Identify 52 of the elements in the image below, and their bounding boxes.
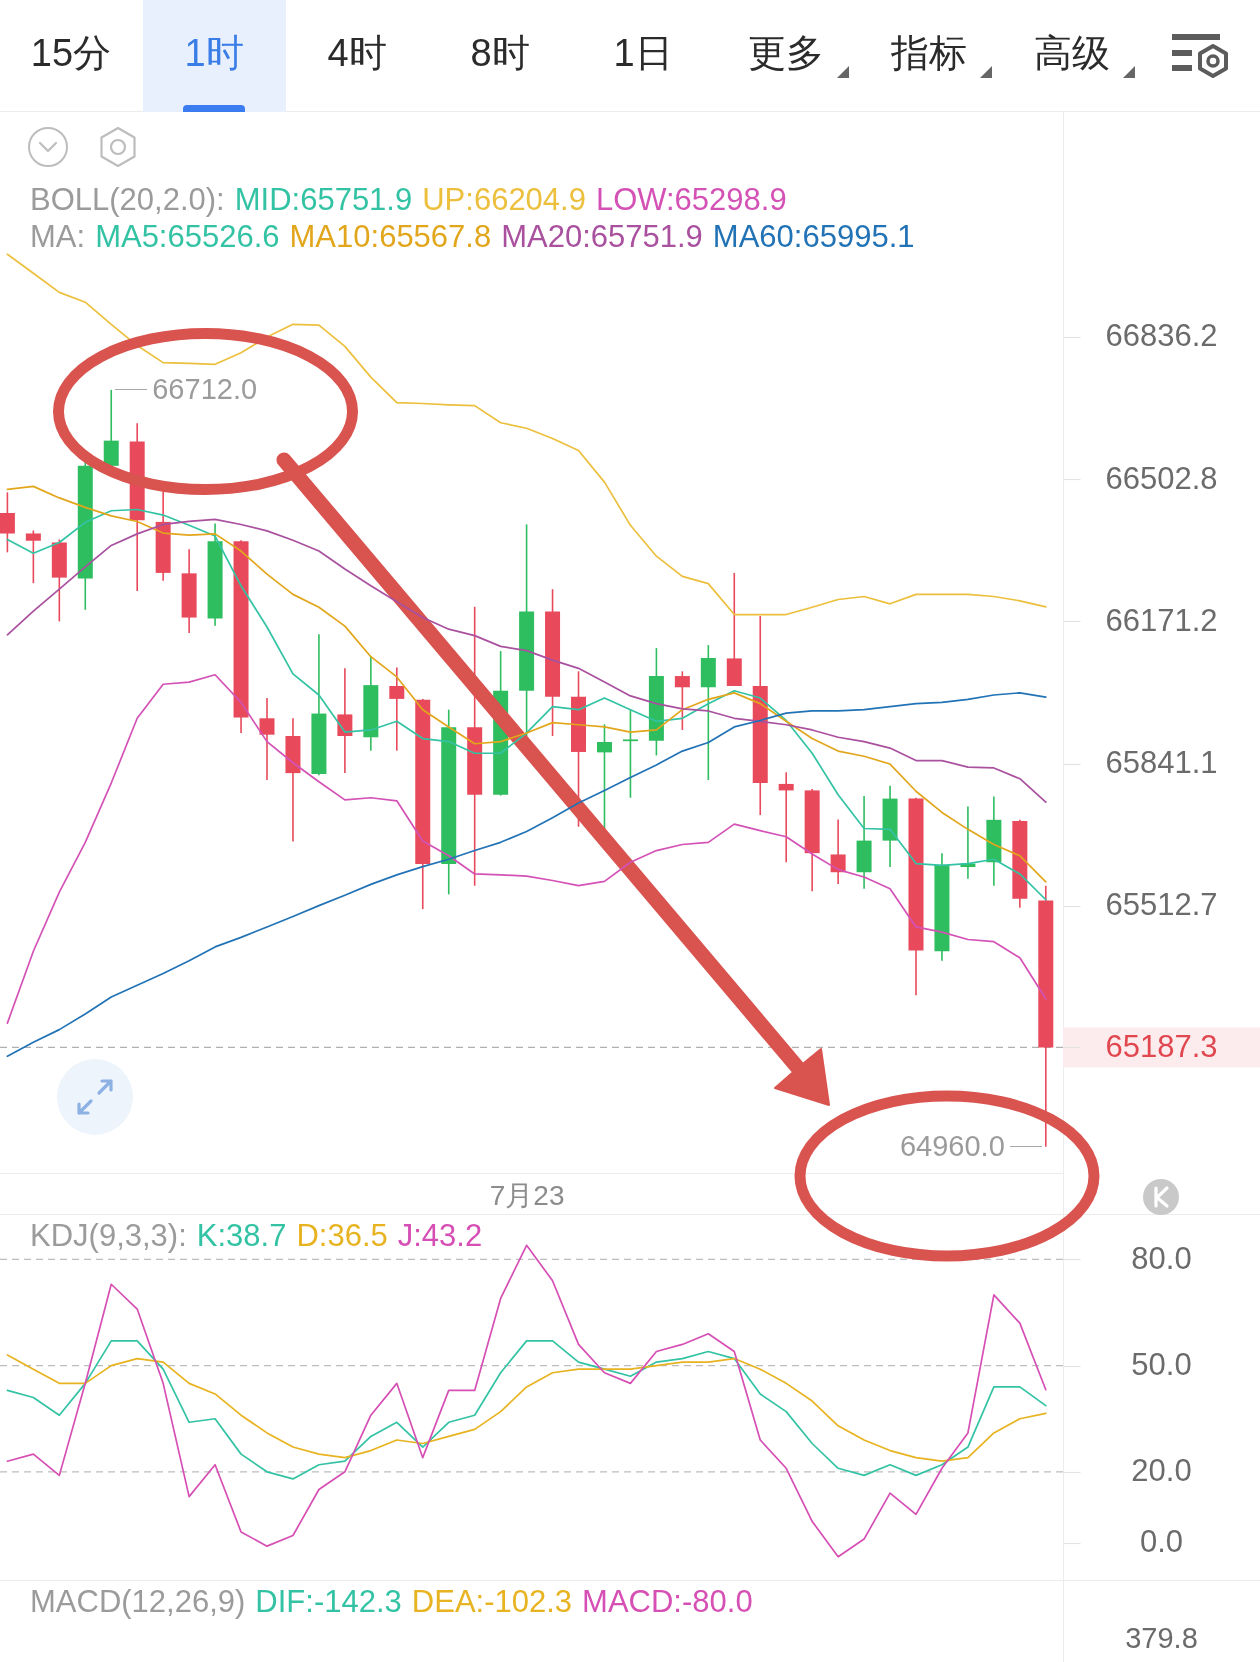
text: MA5:65526.6 (95, 219, 280, 254)
legend-title: KDJ(9,3,3): (30, 1218, 187, 1253)
text: 更多 (747, 31, 825, 75)
text: MA10:65567.8 (289, 219, 492, 254)
text: 1日 (612, 31, 674, 75)
candlestick (337, 667, 353, 774)
candlestick (778, 771, 794, 864)
text: 指标 (890, 31, 968, 75)
candlestick (0, 491, 15, 554)
legend-title: MACD(12,26,9) (30, 1584, 246, 1619)
candlestick (389, 666, 405, 752)
legend-label: MID:65751.9 (234, 182, 413, 217)
candlestick (674, 670, 690, 731)
y-tick-label: 0.0 (1139, 1524, 1184, 1560)
y-tick-label: 65512.7 (1105, 887, 1218, 923)
series-label: J:43.2 (397, 1218, 483, 1253)
text: BOLL(20,2.0): (30, 182, 225, 217)
y-tick-label: 65187.3 (1105, 1028, 1218, 1064)
text: MA20:65751.9 (501, 219, 703, 254)
line-series (6, 253, 1047, 616)
text: 4时 (326, 31, 388, 75)
candlestick (622, 708, 638, 799)
annotation: 66712.0 (152, 372, 258, 405)
legend-label: DIF:-142.3 (255, 1584, 402, 1619)
text: 379.8 (1124, 1621, 1199, 1656)
text: MA60:65995.1 (712, 219, 915, 254)
text: UP:66204.9 (422, 182, 586, 217)
y-tick-label: 20.0 (1131, 1453, 1192, 1489)
y-tick-label: 66171.2 (1105, 602, 1218, 638)
legend-label: MACD:-80.0 (582, 1584, 753, 1619)
text: 1时 (183, 31, 245, 75)
text: 高级 (1033, 31, 1111, 75)
annotation: 64960.0 (899, 1129, 1005, 1162)
text: 8时 (469, 31, 531, 75)
text: D:36.5 (296, 1218, 388, 1253)
line-series (6, 1340, 1047, 1480)
candlestick (25, 529, 41, 585)
candlestick (259, 697, 275, 781)
legend-label: DEA:-102.3 (411, 1584, 573, 1619)
text: MA: (30, 219, 86, 254)
x-tick-label: 7月23 (489, 1179, 565, 1211)
y-tick-label: 66836.2 (1105, 318, 1218, 354)
text: LOW:65298.9 (595, 182, 787, 217)
y-tick-label: 66502.8 (1105, 460, 1218, 496)
line-series (6, 1354, 1047, 1463)
candlestick (830, 818, 846, 885)
text: K:38.7 (196, 1218, 287, 1253)
y-tick-label: 50.0 (1131, 1347, 1192, 1383)
text: 15分 (29, 31, 113, 75)
line-series (6, 518, 1047, 803)
y-tick-label: 65841.1 (1105, 745, 1218, 781)
y-tick-label: 80.0 (1131, 1240, 1192, 1276)
